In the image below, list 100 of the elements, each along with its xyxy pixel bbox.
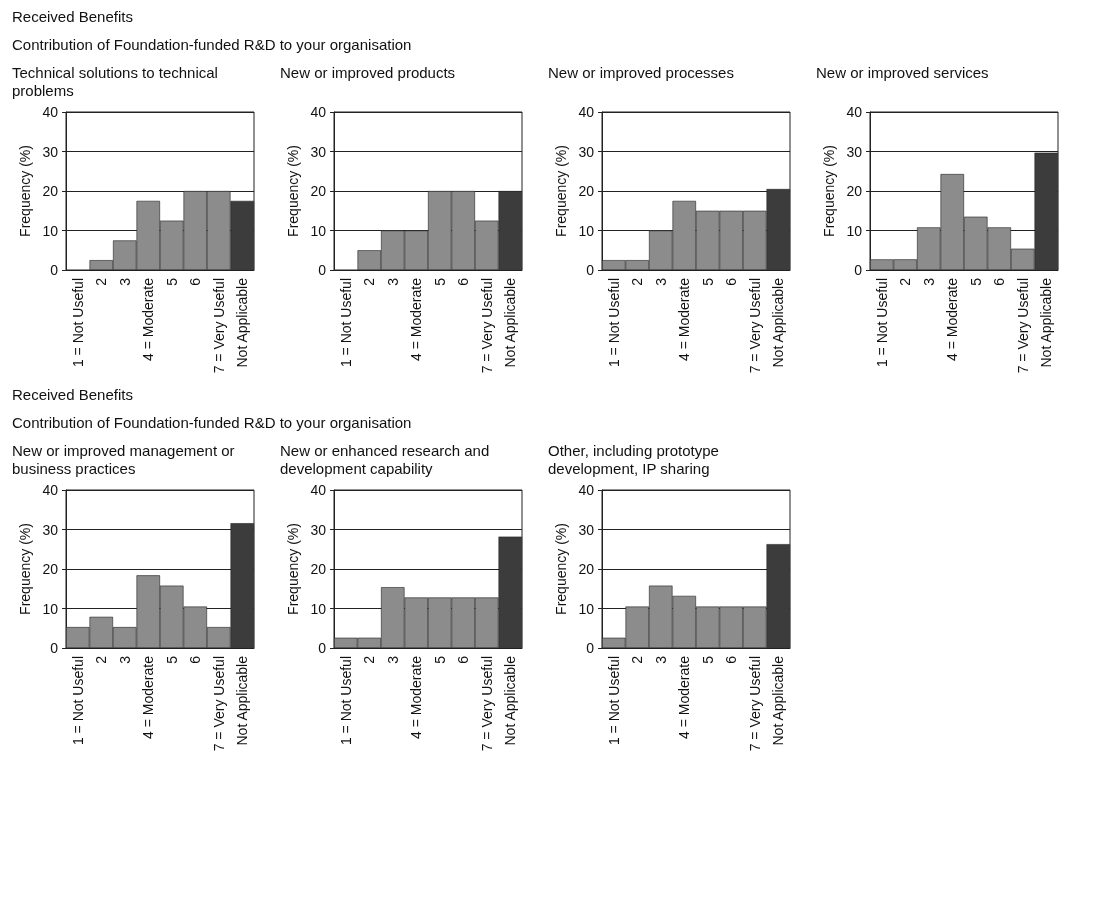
y-axis-title: Frequency (%) [552,145,569,237]
chart-title: New or improved products [279,64,457,83]
x-tick-label: 4 = Moderate [408,655,425,739]
x-tick-label: 5 [699,277,716,286]
x-tick-label: 5 [163,277,180,286]
y-tick-label: 20 [42,561,59,577]
x-tick-label: 6 [455,277,472,286]
x-tick-label: 6 [991,277,1008,286]
x-tick-label: Not Applicable [234,655,251,746]
y-tick-label: 0 [318,262,327,278]
y-tick-label: 30 [310,521,327,538]
x-tick-label: 1 = Not Useful [605,656,622,746]
x-tick-label: 5 [431,277,448,286]
x-tick-label: 7 = Very Useful [746,278,763,374]
x-tick-label: 3 [384,277,401,286]
y-axis-title: Frequency (%) [16,523,33,615]
y-tick-label: 20 [42,183,59,199]
x-tick-label: 3 [652,655,669,664]
x-tick-label: 4 = Moderate [676,655,693,739]
x-tick-label: 4 = Moderate [140,655,157,739]
text: Received Benefits [12,386,134,404]
x-tick-label: 1 = Not Useful [337,278,354,368]
x-tick-label: Not Applicable [234,277,251,368]
y-tick-label: 30 [578,521,595,538]
y-tick-label: 40 [42,482,59,498]
y-tick-label: 30 [578,143,595,160]
x-tick-label: 3 [116,655,133,664]
y-tick-label: 30 [846,143,863,160]
x-tick-label: 3 [920,277,937,286]
x-tick-label: 4 = Moderate [408,277,425,361]
y-tick-label: 10 [846,222,863,239]
x-tick-label: 6 [187,655,204,664]
y-tick-label: 0 [318,640,327,656]
y-tick-label: 10 [42,600,59,617]
y-tick-label: 40 [310,104,327,120]
y-tick-label: 0 [586,640,595,656]
x-tick-label: 7 = Very Useful [210,278,227,374]
x-tick-label: 2 [361,277,378,286]
x-tick-label: 2 [897,277,914,286]
y-tick-label: 20 [578,183,595,199]
y-tick-label: 40 [578,482,595,498]
x-tick-label: 3 [116,277,133,286]
x-tick-label: 7 = Very Useful [746,656,763,752]
x-tick-label: 6 [187,277,204,286]
y-tick-label: 30 [42,521,59,538]
y-tick-label: 10 [42,222,59,239]
x-tick-label: 7 = Very Useful [210,656,227,752]
x-tick-label: Not Applicable [502,655,519,746]
text: Received Benefits [12,8,134,26]
x-tick-label: 6 [455,655,472,664]
y-tick-label: 40 [578,104,595,120]
y-tick-label: 30 [310,143,327,160]
x-tick-label: 7 = Very Useful [1014,278,1031,374]
x-tick-label: Not Applicable [502,277,519,368]
y-tick-label: 0 [586,262,595,278]
x-tick-label: Not Applicable [770,655,787,746]
x-tick-label: 2 [93,277,110,286]
x-tick-label: 4 = Moderate [676,277,693,361]
y-tick-label: 10 [578,222,595,239]
x-tick-label: 5 [431,655,448,664]
x-tick-label: Not Applicable [770,277,787,368]
x-tick-label: 4 = Moderate [944,277,961,361]
y-tick-label: 40 [42,104,59,120]
y-axis-title: Frequency (%) [16,145,33,237]
y-tick-label: 20 [310,561,327,577]
chart-title: New or enhanced research and development capability [279,442,491,479]
x-tick-label: 2 [629,277,646,286]
x-tick-label: 1 = Not Useful [337,656,354,746]
x-tick-label: 1 = Not Useful [873,278,890,368]
x-tick-label: 2 [93,655,110,664]
y-tick-label: 40 [310,482,327,498]
x-tick-label: 4 = Moderate [140,277,157,361]
chart-title: New or improved processes [547,64,735,83]
y-tick-label: 40 [846,104,863,120]
y-axis-title: Frequency (%) [552,523,569,615]
x-tick-label: 5 [163,655,180,664]
y-axis-title: Frequency (%) [284,523,301,615]
chart-title: New or improved management or business practices [11,442,236,479]
y-tick-label: 10 [310,600,327,617]
y-tick-label: 30 [42,143,59,160]
y-tick-label: 20 [846,183,863,199]
y-tick-label: 0 [854,262,863,278]
x-tick-label: 1 = Not Useful [69,656,86,746]
x-tick-label: 6 [723,277,740,286]
x-tick-label: 5 [967,277,984,286]
chart-title: New or improved services [815,64,990,83]
x-tick-label: 6 [723,655,740,664]
y-tick-label: 10 [578,600,595,617]
y-tick-label: 20 [578,561,595,577]
x-tick-label: 2 [361,655,378,664]
x-tick-label: Not Applicable [1038,277,1055,368]
y-axis-title: Frequency (%) [284,145,301,237]
text: Contribution of Foundation-funded R&D to your organisation [12,414,413,432]
chart-title: Other, including prototype development, IP sharing [547,442,720,479]
x-tick-label: 7 = Very Useful [478,278,495,374]
x-tick-label: 3 [384,655,401,664]
chart-title: Technical solutions to technical problems [11,64,219,101]
x-tick-label: 3 [652,277,669,286]
text: Contribution of Foundation-funded R&D to your organisation [12,36,413,54]
y-tick-label: 10 [310,222,327,239]
